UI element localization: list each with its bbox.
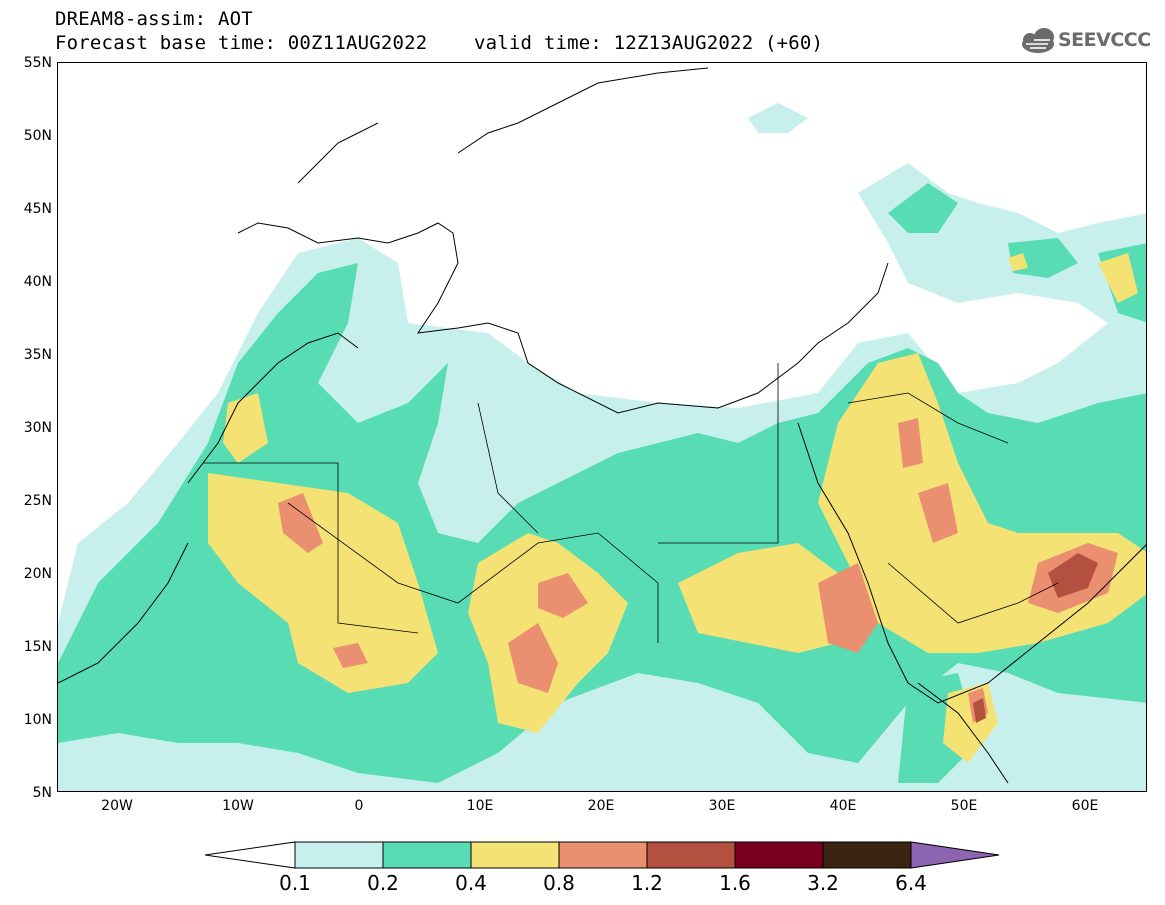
colorbar-label: 0.8 [543, 871, 575, 895]
colorbar-label: 1.6 [719, 871, 751, 895]
colorbar-label: 1.2 [631, 871, 663, 895]
lat-tick-label: 55N [23, 55, 52, 71]
lat-tick-label: 50N [23, 128, 52, 144]
lat-tick-label: 20N [23, 566, 52, 582]
colorbar-segment-1.2 [646, 841, 736, 869]
colorbar-segment-below [205, 841, 296, 869]
lat-tick-label: 25N [23, 493, 52, 509]
seevccc-logo [1022, 28, 1054, 53]
lon-tick-label: 50E [950, 798, 978, 814]
colorbar-segment-0.4 [470, 841, 560, 869]
lon-tick-label: 60E [1071, 798, 1099, 814]
lon-tick-label: 20E [587, 798, 615, 814]
lat-tick-label: 10N [23, 712, 52, 728]
lat-tick-label: 5N [32, 785, 52, 801]
map-title: DREAM8-assim: AOT [55, 8, 253, 30]
lon-tick-label: 10E [466, 798, 494, 814]
lat-tick-label: 45N [23, 201, 52, 217]
colorbar-segment-0.8 [558, 841, 648, 869]
colorbar-label: 3.2 [807, 871, 839, 895]
colorbar-segment-3.2 [822, 841, 912, 869]
lon-tick-label: 0 [354, 798, 364, 814]
lon-tick-label: 30E [708, 798, 736, 814]
aot-level-1.2-area [973, 553, 1098, 723]
lat-tick-label: 30N [23, 420, 52, 436]
lat-tick-label: 35N [23, 347, 52, 363]
coastlines [58, 67, 1146, 784]
colorbar-label: 6.4 [895, 871, 927, 895]
lat-tick-label: 40N [23, 274, 52, 290]
colorbar-label: 0.2 [367, 871, 399, 895]
map-area [57, 62, 1147, 792]
colorbar-label: 0.1 [279, 871, 311, 895]
forecast-time-line: Forecast base time: 00Z11AUG2022 valid t… [55, 32, 824, 54]
lat-tick-label: 15N [23, 639, 52, 655]
lon-tick-label: 20W [101, 798, 133, 814]
lon-tick-label: 40E [829, 798, 857, 814]
logo-text: SEEVCCC [1058, 29, 1151, 51]
colorbar-segment-0.2 [382, 841, 472, 869]
aot-field [58, 67, 1146, 791]
colorbar-segment-above [910, 841, 1000, 869]
colorbar-label: 0.4 [455, 871, 487, 895]
political-borders [203, 363, 1059, 643]
colorbar-segment-1.6 [734, 841, 824, 869]
lon-tick-label: 10W [222, 798, 254, 814]
colorbar [205, 841, 1000, 869]
colorbar-segment-0.1 [294, 841, 384, 869]
